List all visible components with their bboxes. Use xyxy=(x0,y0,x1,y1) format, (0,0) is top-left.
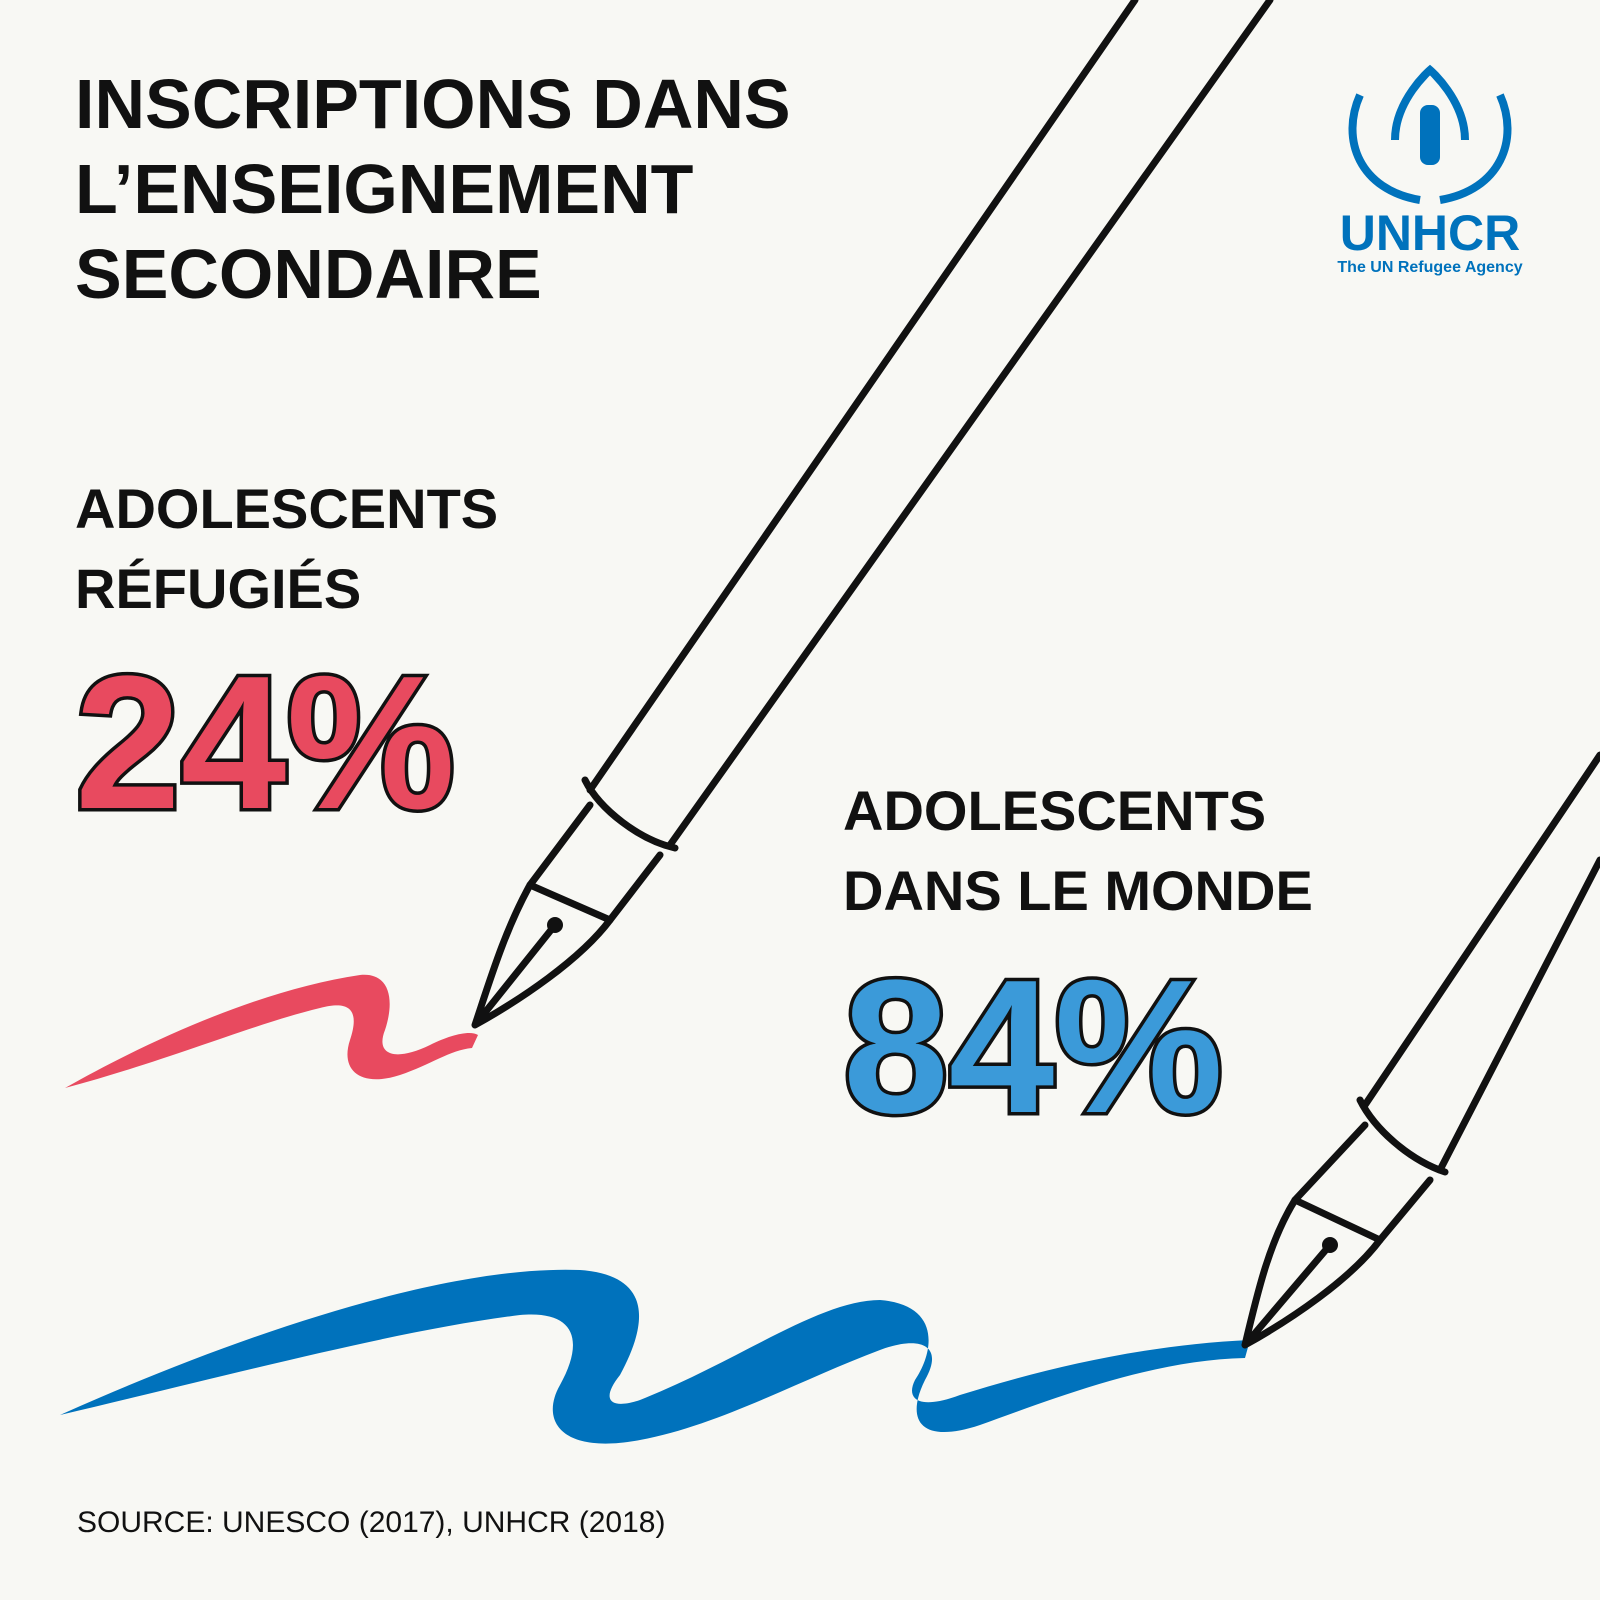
title-line: INSCRIPTIONS DANS xyxy=(75,65,791,143)
stat-value: 24% xyxy=(75,637,455,849)
pen-nib xyxy=(1241,1196,1384,1349)
pen-barrel xyxy=(1361,751,1600,1174)
pen-hole xyxy=(1322,1237,1338,1253)
pen-barrel xyxy=(586,0,1274,849)
stat-value: 84% xyxy=(843,941,1223,1153)
logo-emblem xyxy=(1348,64,1512,204)
title-line: L’ENSEIGNEMENT xyxy=(75,150,693,228)
title-line: SECONDAIRE xyxy=(75,235,542,313)
pen-left xyxy=(471,0,1274,1029)
pen-collar xyxy=(1291,1096,1449,1244)
stat-label: DANS LE MONDE xyxy=(843,859,1313,922)
stat-label: ADOLESCENTS xyxy=(75,477,498,540)
logo: UNHCR The UN Refugee Agency xyxy=(1337,64,1523,276)
blue-ink xyxy=(60,1269,1250,1444)
stat-label: RÉFUGIÉS xyxy=(75,557,361,620)
pen-nib xyxy=(471,881,614,1029)
red-ink xyxy=(65,974,478,1088)
logo-figure xyxy=(1420,105,1440,165)
pen-hole xyxy=(547,917,563,933)
source: SOURCE: UNESCO (2017), UNHCR (2018) xyxy=(77,1506,665,1539)
content: INSCRIPTIONS DANSL’ENSEIGNEMENTSECONDAIR… xyxy=(72,65,1313,1539)
pen-right xyxy=(1241,751,1600,1349)
logo-name: UNHCR xyxy=(1340,205,1521,261)
stat-label: ADOLESCENTS xyxy=(843,779,1266,842)
logo-tagline: The UN Refugee Agency xyxy=(1337,259,1522,276)
pen-collar xyxy=(526,776,679,924)
